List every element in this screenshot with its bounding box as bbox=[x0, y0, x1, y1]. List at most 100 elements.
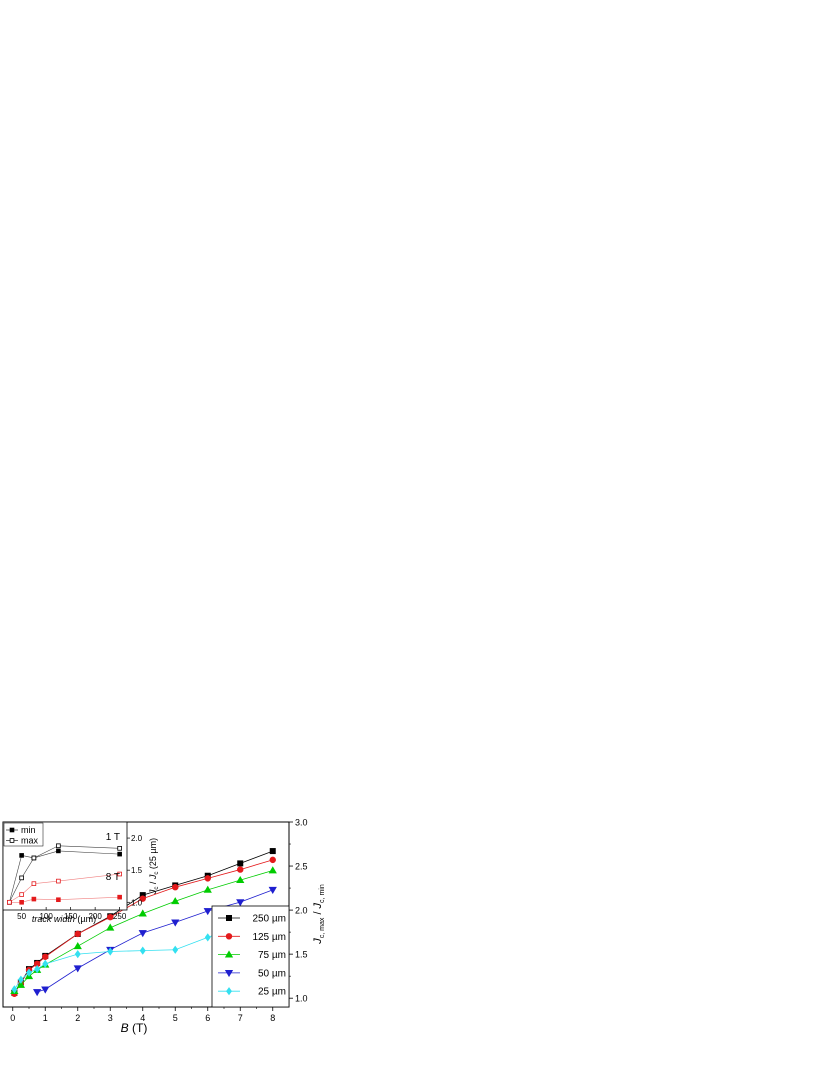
inset-x-axis-label-unit: (µm) bbox=[75, 914, 96, 924]
data-point bbox=[107, 947, 114, 956]
data-point bbox=[171, 897, 180, 905]
y-tick-label: 2.0 bbox=[295, 906, 308, 916]
inset-y-tick-label: 1.0 bbox=[131, 898, 143, 907]
y-axis-label-slash: / bbox=[312, 908, 324, 917]
data-point bbox=[17, 975, 24, 984]
data-point bbox=[107, 913, 114, 921]
inset-data-point bbox=[117, 846, 122, 851]
data-point bbox=[73, 942, 82, 950]
inset-y-axis-label-j2: J bbox=[148, 874, 158, 880]
x-tick-label: 5 bbox=[173, 1013, 178, 1023]
inset-x-tick-label: 50 bbox=[17, 912, 26, 921]
inset-x-tick-label: 150 bbox=[64, 912, 78, 921]
inset-y-axis-label-slash: / bbox=[148, 879, 158, 887]
inset-data-point bbox=[19, 892, 24, 897]
data-point bbox=[74, 930, 81, 938]
x-tick-label: 6 bbox=[205, 1013, 210, 1023]
inset-data-point bbox=[31, 896, 37, 902]
inset-legend-label: max bbox=[21, 836, 39, 846]
y-axis-label-sub2: c, min bbox=[319, 884, 326, 903]
y-axis-label-sub1: c, max bbox=[319, 917, 326, 938]
data-point bbox=[269, 848, 276, 855]
data-point bbox=[16, 980, 25, 988]
inset-legend-marker bbox=[9, 838, 15, 843]
legend-marker bbox=[225, 915, 232, 922]
y-tick-label: 2.5 bbox=[295, 862, 308, 872]
y-axis-label: Jc, max / Jc, min bbox=[312, 884, 326, 945]
data-point bbox=[269, 856, 276, 864]
inset-annotation-1t: 1 T bbox=[106, 832, 120, 843]
data-point bbox=[172, 883, 179, 891]
inset-y-axis-label-j1: J bbox=[148, 889, 158, 895]
inset-x-tick-label: 100 bbox=[39, 912, 53, 921]
x-tick-label: 2 bbox=[75, 1013, 80, 1023]
inset-x-axis-label: track width (µm) bbox=[32, 914, 96, 924]
inset-y-axis-label-ref: (25 µm) bbox=[148, 838, 158, 872]
inset-plot-frame bbox=[2, 821, 128, 911]
inset-data-point bbox=[31, 855, 37, 861]
legend-label: 50 µm bbox=[258, 968, 286, 979]
data-point bbox=[33, 989, 42, 997]
x-axis-label-unit: (T) bbox=[129, 1021, 148, 1035]
x-axis-label: B (T) bbox=[121, 1021, 148, 1035]
data-point bbox=[268, 886, 277, 895]
data-point bbox=[237, 860, 244, 867]
inset-y-axis-label-sub2: c bbox=[154, 872, 160, 875]
y-tick-label: 1.0 bbox=[295, 994, 308, 1004]
data-point bbox=[204, 933, 211, 942]
inset-data-point bbox=[56, 848, 61, 854]
data-point bbox=[204, 875, 211, 882]
x-tick-label: 4 bbox=[140, 1013, 145, 1023]
inset-data-point bbox=[117, 851, 122, 857]
data-point bbox=[203, 908, 212, 916]
data-point bbox=[237, 866, 244, 873]
inset-data-point bbox=[56, 843, 61, 849]
data-point bbox=[172, 945, 179, 954]
inset-x-tick-label: 250 bbox=[113, 912, 127, 921]
data-point bbox=[42, 959, 49, 968]
inset-legend-label: min bbox=[21, 825, 36, 835]
inset-data-point bbox=[56, 878, 61, 884]
legend-marker bbox=[226, 987, 232, 996]
inset-x-axis-label-italic: track width bbox=[32, 914, 75, 924]
inset-axes: 50 100 150 200 250 1.0 1.5 2.0 bbox=[17, 834, 143, 921]
inset-y-tick-label: 2.0 bbox=[131, 834, 143, 843]
inset-legend-marker bbox=[9, 827, 15, 833]
x-axis-label-symbol: B bbox=[121, 1021, 129, 1035]
x-tick-label: 3 bbox=[108, 1013, 113, 1023]
y-axis-label-j2: J bbox=[312, 902, 324, 909]
data-point bbox=[26, 968, 32, 977]
y-axis-label-j1: J bbox=[312, 938, 324, 945]
inset-data-point bbox=[19, 875, 24, 881]
inset-data-point bbox=[117, 894, 122, 900]
data-point bbox=[268, 866, 277, 874]
y-tick-label: 3.0 bbox=[295, 818, 308, 828]
data-point bbox=[42, 953, 49, 960]
data-point bbox=[73, 965, 82, 973]
legend-label: 25 µm bbox=[258, 987, 286, 998]
legend-marker bbox=[224, 969, 234, 978]
inset-series bbox=[7, 843, 122, 905]
data-point bbox=[203, 885, 212, 893]
data-point bbox=[138, 930, 147, 938]
data-point bbox=[74, 950, 81, 959]
data-point bbox=[41, 986, 50, 994]
data-point bbox=[171, 919, 180, 927]
main-series bbox=[10, 848, 277, 997]
data-point bbox=[106, 923, 115, 931]
inset-data-point bbox=[31, 881, 37, 886]
data-point bbox=[139, 895, 146, 902]
data-point bbox=[138, 909, 147, 917]
inset-x-tick-label: 200 bbox=[88, 912, 102, 921]
inset-data-point bbox=[19, 899, 24, 905]
inset-data-point bbox=[19, 853, 24, 858]
inset-y-axis-label-sub1: c bbox=[154, 887, 160, 890]
y-tick-label: 1.5 bbox=[295, 950, 308, 960]
x-tick-label: 0 bbox=[10, 1013, 15, 1023]
legend-label: 125 µm bbox=[252, 932, 286, 943]
data-point bbox=[139, 946, 146, 955]
inset-y-axis-label: Jc / Jc (25 µm) bbox=[148, 838, 160, 895]
data-point bbox=[236, 875, 245, 884]
